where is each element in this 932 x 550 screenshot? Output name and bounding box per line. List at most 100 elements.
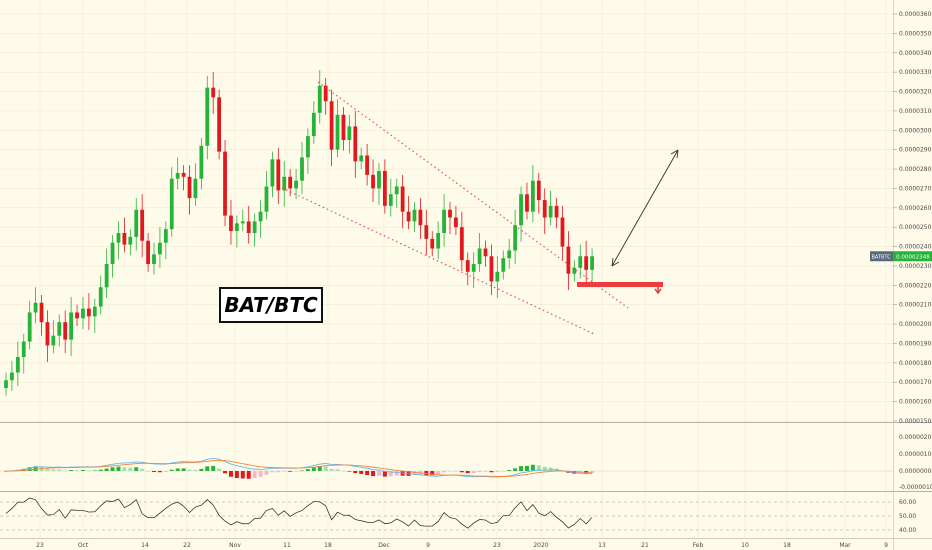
macd-histogram-bar <box>376 471 381 476</box>
chart-title: BAT/BTC <box>219 287 323 323</box>
candle-body <box>81 308 85 319</box>
macd-histogram-bar <box>442 471 447 473</box>
candle-body <box>513 225 518 251</box>
price-tick-label: 0.00001900 <box>899 340 932 347</box>
macd-histogram-bar <box>530 464 535 471</box>
candle-body <box>471 264 476 272</box>
candle-body <box>276 159 281 191</box>
macd-histogram-bar <box>276 471 281 473</box>
candle-body <box>10 372 14 381</box>
price-tick-label: 0.00003000 <box>899 127 932 134</box>
macd-histogram-bar <box>152 471 156 473</box>
macd-histogram-bar <box>548 467 553 471</box>
macd-histogram-bar <box>430 471 435 476</box>
time-tick-label: 13 <box>598 542 606 549</box>
time-tick-label: 10 <box>741 542 749 549</box>
price-tick-label: 0.00003100 <box>899 108 932 115</box>
candle-body <box>477 248 482 265</box>
macd-histogram-bar <box>63 470 68 472</box>
candle-body <box>169 178 174 230</box>
macd-histogram-bar <box>86 470 91 472</box>
candle-body <box>519 194 523 226</box>
candle-body <box>104 264 109 288</box>
candle-body <box>584 256 589 270</box>
candle-body <box>459 227 464 261</box>
macd-histogram-bar <box>110 467 115 471</box>
candle-body <box>4 380 8 389</box>
macd-histogram-bar <box>181 468 186 471</box>
macd-histogram-bar <box>199 468 204 471</box>
candle-body <box>483 248 488 257</box>
time-axis[interactable]: 23 Oct 14 22 Nov 11 18 Dec 9 23 2020 13 21 Feb 10 18 Mar… <box>36 542 888 549</box>
price-axis[interactable]: 0.00003600 0.00003500 0.00003400 0.00003300… <box>870 11 932 534</box>
projection-arrowhead-top <box>670 149 679 159</box>
price-tick-label: 0.00003600 <box>899 11 932 18</box>
macd-histogram-bar <box>122 467 127 471</box>
macd-histogram-bar <box>382 471 387 477</box>
macd-histogram-bar <box>128 467 133 471</box>
candle-body <box>51 335 56 346</box>
macd-histogram-bar <box>406 471 411 476</box>
candle-body <box>448 209 452 218</box>
candle-body <box>86 308 91 317</box>
candle-body <box>590 256 594 270</box>
macd-histogram-bar <box>341 470 346 472</box>
channel-upper-trendline <box>317 81 629 309</box>
macd-histogram-bar <box>33 466 38 471</box>
macd-histogram-bar <box>347 471 352 472</box>
macd-histogram-bar <box>459 471 464 473</box>
rsi-pane <box>0 497 893 531</box>
candle-body <box>536 180 541 201</box>
price-tick-label: 0.00001500 <box>899 418 932 425</box>
candle-body <box>311 112 316 137</box>
candle-body <box>359 155 364 162</box>
candle-body <box>163 229 168 243</box>
candle-body <box>288 176 293 189</box>
macd-histogram-bar <box>157 471 162 473</box>
candle-body <box>199 145 204 179</box>
macd-histogram-bar <box>45 468 50 471</box>
price-tick-label: 0.00001700 <box>899 379 932 386</box>
macd-histogram-bar <box>329 468 334 471</box>
price-tick-label: 0.00002300 <box>899 263 932 270</box>
candle-body <box>347 126 352 140</box>
candle-body <box>21 341 26 358</box>
candle-body <box>300 157 304 181</box>
macd-histogram-bar <box>495 471 500 472</box>
macd-histogram-bar <box>388 471 393 477</box>
candle-body <box>128 236 133 245</box>
candle-body <box>246 221 251 234</box>
candle-body <box>152 254 156 265</box>
price-tick-label: 0.00002800 <box>899 166 932 173</box>
time-tick-label: Nov <box>229 542 241 549</box>
macd-histogram-bar <box>246 471 251 479</box>
macd-histogram-bar <box>116 466 121 471</box>
time-tick-label: 18 <box>324 542 332 549</box>
candle-body <box>75 312 79 319</box>
candle-body <box>258 211 263 222</box>
macd-histogram-bar <box>169 469 174 471</box>
macd-histogram-bar <box>477 471 482 473</box>
time-tick-label: 21 <box>641 542 649 549</box>
candle-body <box>382 170 387 206</box>
price-tick-label: 0.00002200 <box>899 282 932 289</box>
macd-histogram-bar <box>258 471 263 477</box>
price-tick-label: 0.00003200 <box>899 89 932 96</box>
macd-histogram-bar <box>323 466 328 471</box>
candle-body <box>175 172 180 179</box>
macd-histogram-bar <box>51 469 56 471</box>
macd-histogram-bar <box>211 465 216 471</box>
time-tick-label: 23 <box>36 542 44 549</box>
time-tick-label: 9 <box>884 542 888 549</box>
macd-histogram-bar <box>513 468 518 471</box>
candle-body <box>371 174 375 189</box>
candle-body <box>454 217 458 228</box>
candle-body <box>92 306 97 317</box>
candle-body <box>146 240 150 265</box>
candle-body <box>294 180 298 189</box>
macd-histogram-bar <box>572 471 577 474</box>
candle-body <box>353 126 358 162</box>
macd-histogram-bar <box>489 471 494 473</box>
candle-body <box>412 209 417 222</box>
